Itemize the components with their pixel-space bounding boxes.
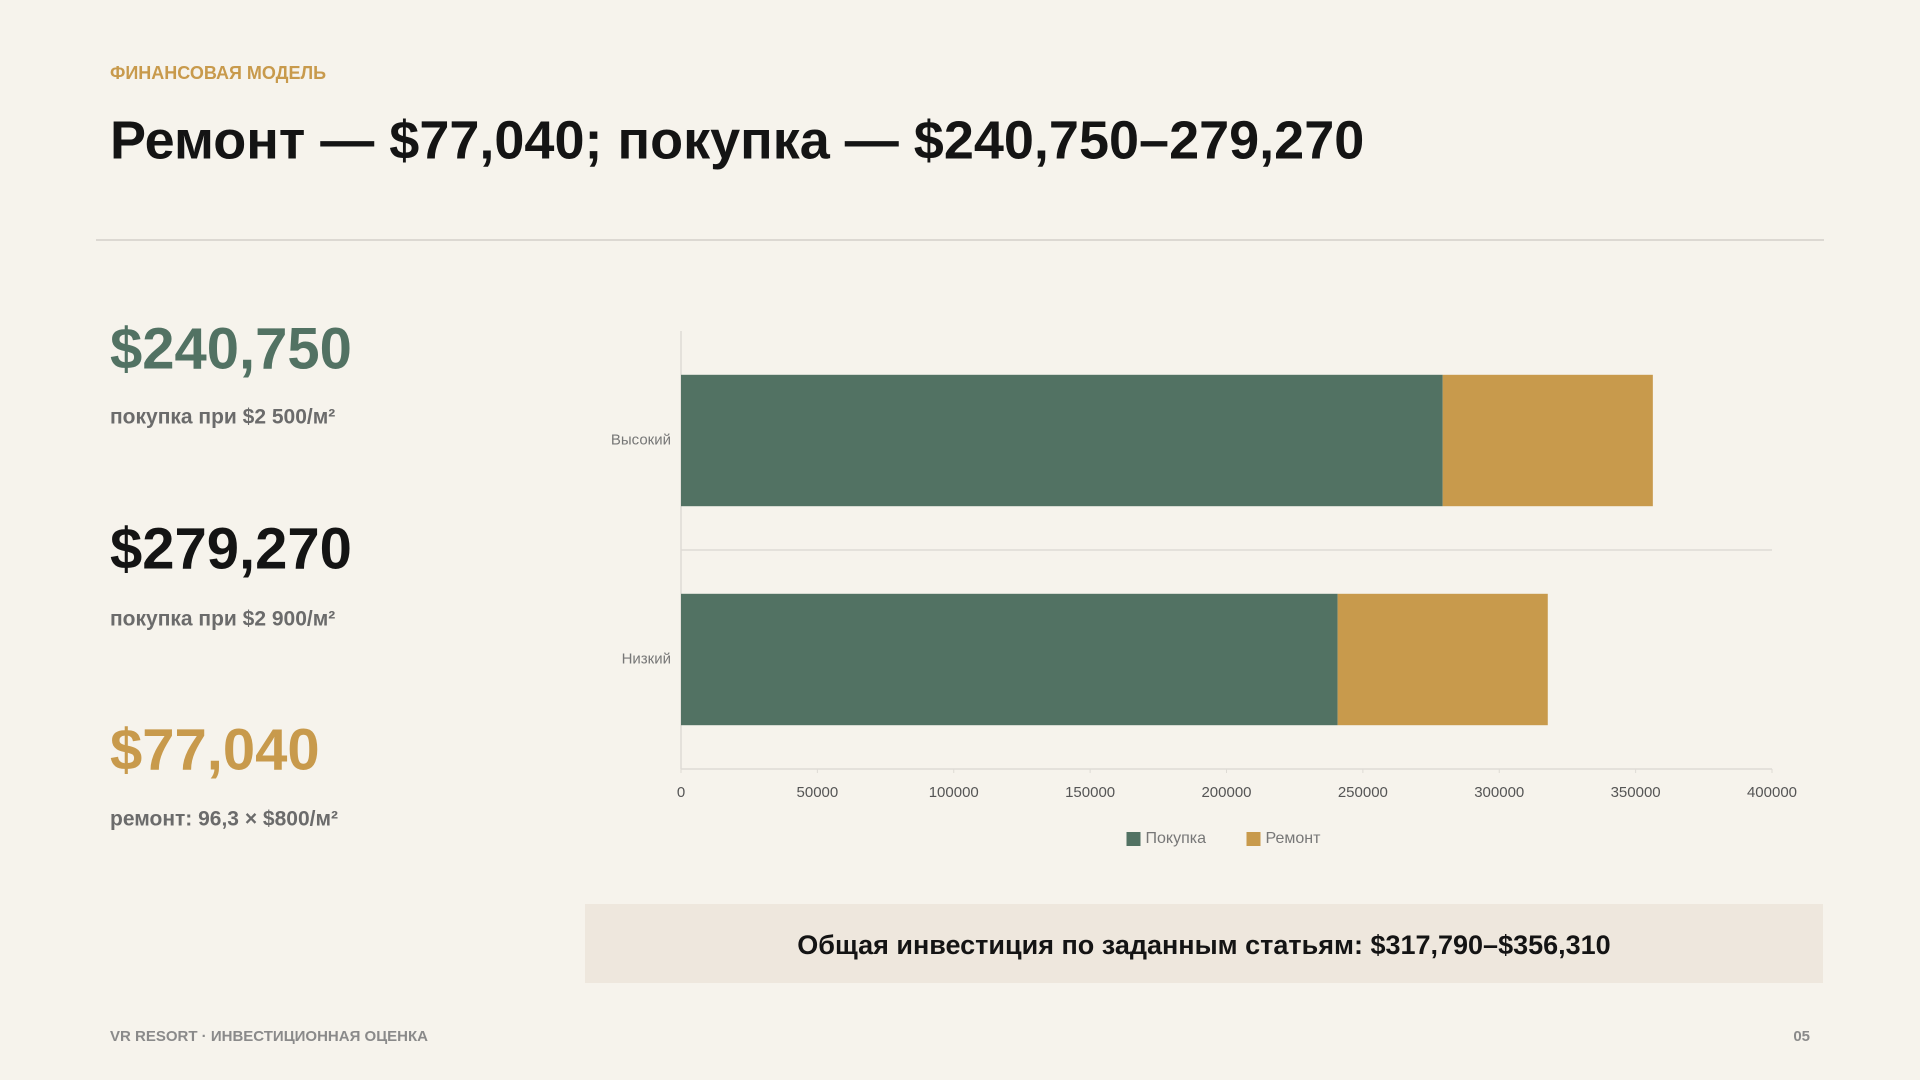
x-tick-label: 150000 (1065, 784, 1115, 801)
legend-label: Ремонт (1266, 830, 1322, 847)
legend-label: Покупка (1146, 830, 1207, 847)
x-tick-label: 200000 (1201, 784, 1251, 801)
x-tick-label: 400000 (1747, 784, 1797, 801)
legend-swatch (1126, 832, 1141, 846)
footer-left: VR RESORT · ИНВЕСТИЦИОННАЯ ОЦЕНКА (110, 1028, 428, 1045)
summary: Общая инвестиция по заданным статьям: $3… (797, 930, 1610, 960)
kicker: ФИНАНСОВАЯ МОДЕЛЬ (110, 63, 326, 83)
x-tick-label: 100000 (929, 784, 979, 801)
x-tick-label: 0 (677, 784, 685, 801)
stat-caption: покупка при $2 500/м² (110, 406, 335, 429)
stat-value: $240,750 (110, 316, 352, 381)
page-number: 05 (1793, 1028, 1810, 1045)
bar-segment (681, 593, 1338, 726)
stat-value: $77,040 (110, 717, 320, 782)
stat-caption: ремонт: 96,3 × $800/м² (110, 808, 338, 831)
x-tick-label: 250000 (1338, 784, 1388, 801)
legend-swatch (1246, 832, 1261, 846)
y-tick-label: Высокий (611, 431, 671, 448)
title: Ремонт — $77,040; покупка — $240,750–279… (110, 110, 1364, 170)
bar-segment (1442, 374, 1653, 507)
x-tick-label: 300000 (1474, 784, 1524, 801)
x-tick-label: 50000 (797, 784, 839, 801)
stat-caption: покупка при $2 900/м² (110, 608, 335, 631)
x-tick-label: 350000 (1611, 784, 1661, 801)
bar-segment (681, 374, 1443, 507)
stat-value: $279,270 (110, 516, 352, 581)
summary-box (585, 904, 1823, 983)
y-tick-label: Низкий (622, 650, 671, 667)
bar-segment (1337, 593, 1548, 726)
chart: 0 50000 100000 150000 200000 250000 300000 3500… (611, 331, 1797, 847)
